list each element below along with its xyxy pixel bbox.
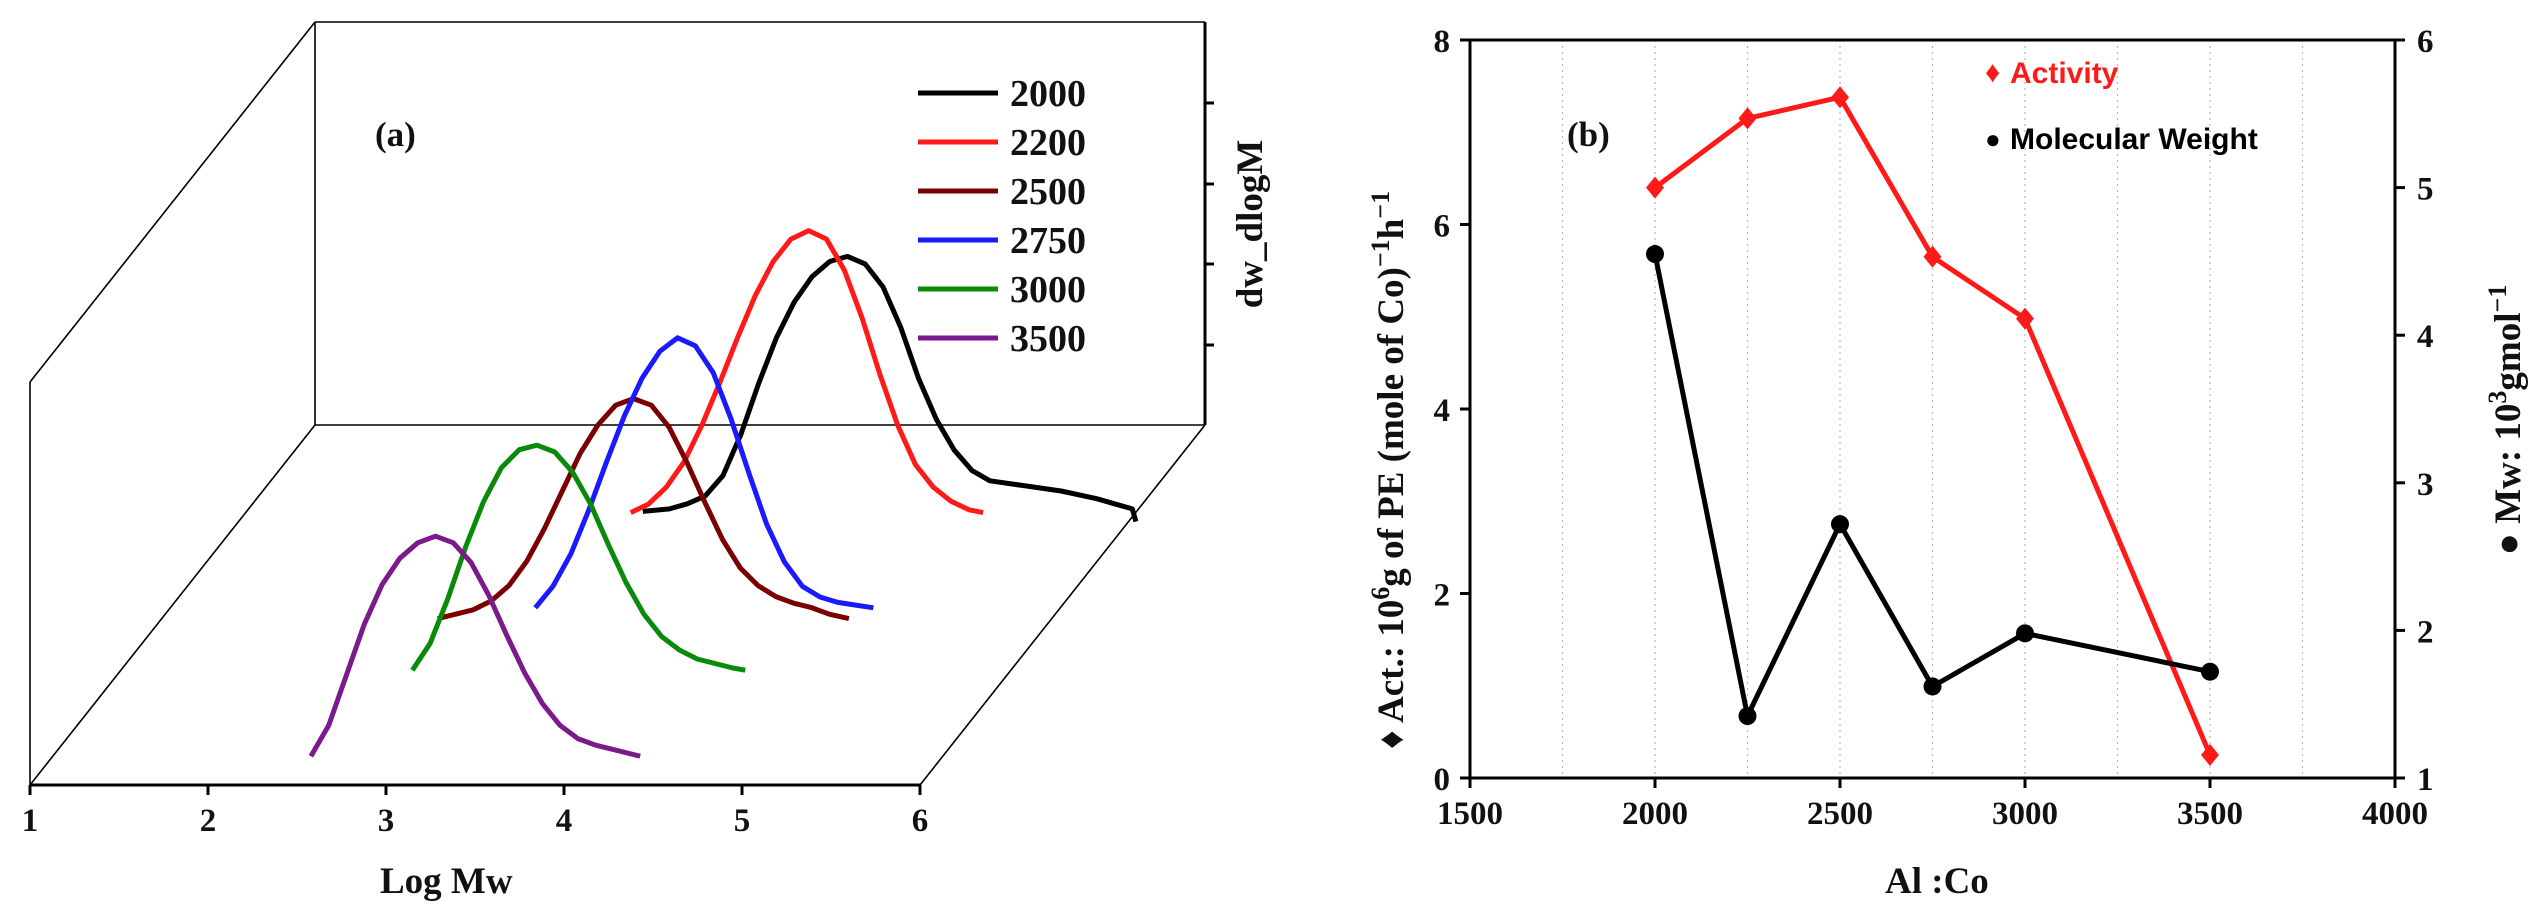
panel-b-x-tick-label: 4000 bbox=[2362, 796, 2428, 832]
panel-a-curve-2500 bbox=[437, 396, 850, 622]
panel-b-y-tick-label: 0 bbox=[1434, 762, 1451, 798]
panel-b-point-activity bbox=[1923, 245, 1942, 268]
panel-a-legend-label-2750: 2750 bbox=[1010, 220, 1086, 262]
panel-a-x-tick-label: 4 bbox=[556, 803, 573, 839]
panel-a-curve-3000 bbox=[410, 442, 746, 673]
panel-b-y2-tick-label: 3 bbox=[2417, 467, 2434, 503]
panel-b-legend: ♦ Activity ● Molecular Weight bbox=[1985, 56, 2258, 156]
panel-b-point-activity bbox=[1831, 86, 1849, 109]
panel-b-y2-tick-label: 5 bbox=[2417, 172, 2434, 208]
panel-a-legend: 2000 2200 2500 2750 3000 3500 bbox=[918, 73, 1086, 360]
panel-a-x-ticks: 1 2 3 4 5 6 bbox=[22, 785, 929, 839]
panel-b-label: (b) bbox=[1567, 115, 1610, 154]
panel-b-point-molecular-weight bbox=[1646, 245, 1664, 264]
panel-a-curve-3500 bbox=[308, 533, 641, 759]
panel-b-line-molecular-weight bbox=[1652, 253, 2211, 719]
panel-a-legend-label-2500: 2500 bbox=[1010, 171, 1086, 213]
panel-b-y-tick-label: 6 bbox=[1434, 209, 1451, 245]
panel-b-line-activity bbox=[1653, 94, 2213, 756]
panel-b-legend-marker-0: ♦ bbox=[1985, 56, 2000, 89]
panel-a-legend-label-2200: 2200 bbox=[1010, 122, 1086, 164]
panel-b-x-ticks: 1500 2000 2500 3000 3500 4000 bbox=[1437, 778, 2428, 832]
panel-b-point-molecular-weight bbox=[2016, 624, 2034, 643]
panel-b-chart: 1500 2000 2500 3000 3500 4000 0 2 4 6 8 1 2 3 4 5 6 (b… bbox=[1366, 24, 2530, 902]
panel-a-z-axis-title: dw_dlogM bbox=[1230, 140, 1271, 309]
panel-b-y2-tick-label: 2 bbox=[2417, 614, 2434, 650]
panel-b-y-ticks: 0 2 4 6 8 bbox=[1434, 24, 1470, 798]
panel-b-x-tick-label: 3000 bbox=[1992, 796, 2058, 832]
panel-b-y-tick-label: 4 bbox=[1434, 393, 1451, 429]
panel-b-point-activity bbox=[2201, 743, 2219, 766]
panel-a-x-tick-label: 5 bbox=[734, 803, 751, 839]
panel-b-y2-tick-label: 6 bbox=[2417, 24, 2434, 60]
panel-a-curves bbox=[308, 228, 1139, 759]
panel-b-y2-tick-label: 4 bbox=[2417, 319, 2434, 355]
panel-a-legend-label-2000: 2000 bbox=[1010, 73, 1086, 115]
panel-b-point-molecular-weight bbox=[1831, 515, 1849, 534]
panel-a-legend-label-3500: 3500 bbox=[1010, 318, 1086, 360]
panel-b-point-molecular-weight bbox=[2201, 662, 2219, 681]
panel-b-point-molecular-weight bbox=[1738, 707, 1757, 726]
panel-b-y-axis-title: ♦ Act.: 106g of PE (mole of Co)−1h−1 bbox=[1366, 191, 1413, 749]
panel-a-curve-2750 bbox=[533, 335, 874, 611]
panel-b-x-tick-label: 2000 bbox=[1622, 796, 1688, 832]
panel-b-y2-ticks: 1 2 3 4 5 6 bbox=[2395, 24, 2434, 798]
panel-a-label: (a) bbox=[375, 115, 416, 154]
panel-a-x-tick-label: 3 bbox=[378, 803, 395, 839]
panel-a-curve-2000 bbox=[642, 253, 1139, 523]
panel-a-frame bbox=[29, 21, 1207, 787]
panel-b-y-tick-label: 2 bbox=[1434, 578, 1451, 614]
panel-b-point-activity bbox=[1646, 176, 1664, 199]
panel-b-y2-tick-label: 1 bbox=[2417, 762, 2434, 798]
panel-b-x-tick-label: 3500 bbox=[2177, 796, 2243, 832]
panel-a-x-tick-label: 6 bbox=[912, 803, 929, 839]
panel-b-point-activity bbox=[1738, 107, 1757, 130]
panel-b-y2-axis-title: ● Mw: 103gmol−1 bbox=[2483, 285, 2530, 556]
panel-b-point-activity bbox=[2016, 307, 2034, 330]
panel-a-legend-label-3000: 3000 bbox=[1010, 269, 1086, 311]
panel-b-y-tick-label: 8 bbox=[1434, 24, 1451, 60]
panel-a-x-axis-title: Log Mw bbox=[380, 861, 513, 902]
panel-a-curve-2200 bbox=[629, 228, 984, 516]
panel-a-x-tick-label: 1 bbox=[22, 803, 39, 839]
panel-b-point-molecular-weight bbox=[1923, 677, 1942, 696]
panel-b-x-tick-label: 1500 bbox=[1437, 796, 1503, 832]
panel-b-series bbox=[1646, 86, 2219, 766]
panel-b-x-axis-title: Al :Co bbox=[1885, 861, 1989, 902]
panel-a-x-tick-label: 2 bbox=[200, 803, 217, 839]
panel-a-z-ticks bbox=[1205, 101, 1214, 347]
panel-b-legend-label-0: Activity bbox=[2010, 57, 2119, 90]
panel-b-x-tick-label: 2500 bbox=[1807, 796, 1873, 832]
panel-b-legend-marker-1: ● bbox=[1985, 125, 2001, 154]
panel-b-legend-label-1: Molecular Weight bbox=[2010, 123, 2258, 156]
